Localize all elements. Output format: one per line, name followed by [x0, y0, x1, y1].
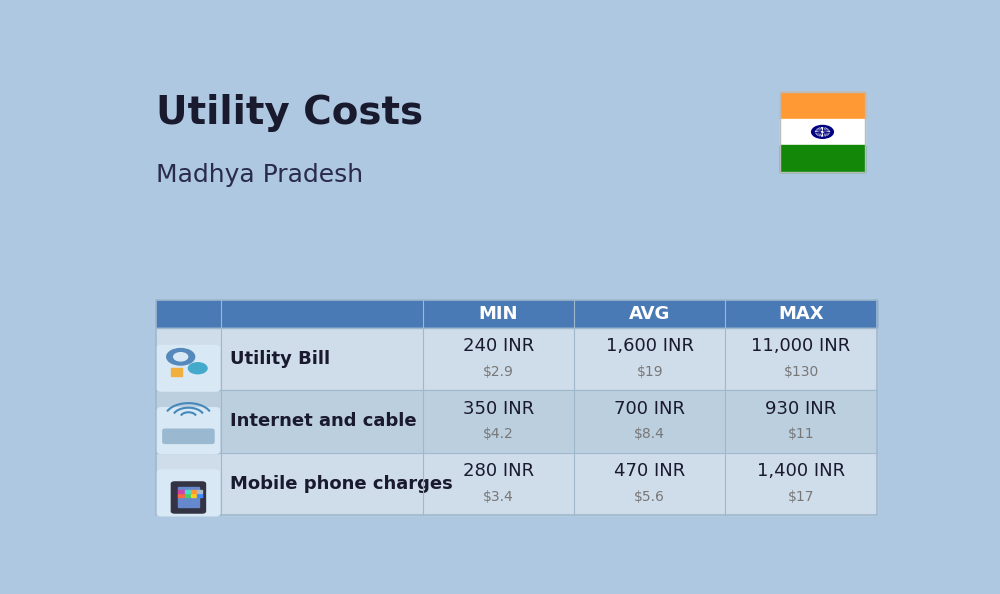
Text: 470 INR: 470 INR: [614, 462, 685, 480]
Bar: [780, 92, 865, 172]
Text: $130: $130: [783, 365, 819, 379]
Text: MAX: MAX: [778, 305, 824, 323]
Text: Utility Bill: Utility Bill: [230, 350, 330, 368]
Bar: [156, 300, 877, 328]
FancyBboxPatch shape: [157, 470, 219, 516]
Circle shape: [167, 349, 195, 365]
Text: $8.4: $8.4: [634, 427, 665, 441]
Circle shape: [816, 128, 829, 136]
Bar: [156, 453, 877, 515]
Text: $19: $19: [636, 365, 663, 379]
FancyBboxPatch shape: [157, 345, 219, 391]
Bar: [191, 489, 196, 493]
Bar: [780, 119, 865, 145]
Text: 350 INR: 350 INR: [463, 400, 534, 418]
FancyBboxPatch shape: [171, 482, 205, 513]
Text: 1,400 INR: 1,400 INR: [757, 462, 845, 480]
Bar: [191, 494, 196, 498]
Bar: [156, 328, 877, 390]
Text: Madhya Pradesh: Madhya Pradesh: [156, 163, 363, 187]
Text: $17: $17: [788, 489, 814, 504]
Bar: [197, 494, 202, 498]
Circle shape: [174, 353, 188, 361]
Text: 1,600 INR: 1,600 INR: [606, 337, 694, 355]
Text: $4.2: $4.2: [483, 427, 514, 441]
Text: $3.4: $3.4: [483, 489, 514, 504]
Bar: [178, 489, 184, 493]
Text: MIN: MIN: [479, 305, 518, 323]
Circle shape: [188, 363, 207, 374]
Text: $2.9: $2.9: [483, 365, 514, 379]
Text: 700 INR: 700 INR: [614, 400, 685, 418]
Text: $5.6: $5.6: [634, 489, 665, 504]
Text: Utility Costs: Utility Costs: [156, 94, 423, 132]
Text: 240 INR: 240 INR: [463, 337, 534, 355]
Bar: [171, 368, 182, 377]
Text: 280 INR: 280 INR: [463, 462, 534, 480]
Bar: [197, 489, 202, 493]
Bar: [178, 486, 199, 507]
FancyBboxPatch shape: [157, 407, 219, 453]
Text: $11: $11: [788, 427, 814, 441]
Text: Internet and cable: Internet and cable: [230, 412, 416, 431]
Text: 11,000 INR: 11,000 INR: [751, 337, 851, 355]
Bar: [185, 489, 190, 493]
FancyBboxPatch shape: [163, 429, 214, 443]
Bar: [780, 145, 865, 172]
Text: AVG: AVG: [629, 305, 670, 323]
Circle shape: [812, 125, 833, 138]
Text: Mobile phone charges: Mobile phone charges: [230, 475, 452, 493]
Bar: [780, 92, 865, 119]
Text: 930 INR: 930 INR: [765, 400, 837, 418]
Bar: [156, 300, 877, 515]
Bar: [178, 494, 184, 498]
Bar: [185, 494, 190, 498]
Bar: [156, 390, 877, 453]
